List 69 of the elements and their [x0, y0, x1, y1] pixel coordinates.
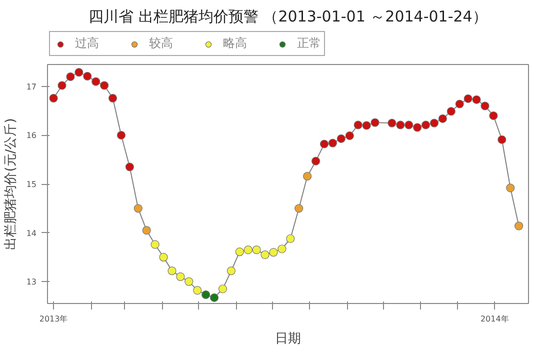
point [430, 118, 439, 128]
point [159, 252, 168, 262]
point [464, 94, 472, 103]
point [74, 68, 84, 77]
x-axis-title: 日期 [275, 332, 301, 346]
point [142, 226, 151, 235]
point [396, 120, 405, 130]
point [66, 72, 75, 81]
point [244, 246, 252, 254]
point [278, 244, 286, 254]
point [218, 284, 228, 294]
point [438, 114, 447, 123]
point [506, 184, 515, 192]
point [226, 266, 236, 276]
point [116, 130, 126, 140]
point [489, 111, 498, 120]
point [269, 248, 278, 257]
point [49, 94, 58, 102]
y-axis-title: 出栏肥猪均价(元/公斤) [3, 118, 18, 250]
point [134, 204, 142, 213]
chart-title: 四川省 出栏肥猪均价预警 （2013-01-01 ～2014-01-24） [88, 8, 488, 26]
point [83, 72, 92, 80]
point [370, 118, 380, 127]
y-tick-label: 14 [26, 228, 37, 238]
point [446, 107, 456, 116]
point [150, 240, 160, 249]
point [498, 135, 506, 144]
point [336, 134, 346, 143]
legend-label: 略高 [223, 35, 247, 52]
point [294, 204, 304, 213]
y-tick-label: 15 [26, 180, 37, 189]
point [311, 156, 320, 166]
point [303, 172, 312, 180]
point [345, 131, 354, 140]
point [354, 120, 362, 130]
point [320, 140, 329, 148]
point [328, 138, 338, 148]
point [58, 81, 66, 90]
point [210, 293, 219, 302]
point [184, 277, 194, 286]
point [125, 162, 134, 172]
legend-label: 过高 [75, 35, 99, 52]
y-tick-label: 13 [26, 278, 37, 287]
point [480, 102, 490, 110]
point [404, 120, 414, 130]
point [92, 77, 100, 86]
point [388, 118, 396, 128]
y-tick-label: 17 [26, 82, 37, 92]
x-tick-label: 2014年 [480, 314, 509, 324]
point [100, 81, 109, 90]
point [472, 95, 481, 104]
point [202, 290, 210, 300]
y-tick-label: 16 [26, 131, 37, 140]
point [421, 120, 430, 130]
point [176, 272, 185, 281]
point [193, 286, 202, 295]
point [252, 246, 261, 254]
point [260, 250, 270, 260]
point [235, 248, 244, 256]
point [286, 234, 295, 243]
point [413, 123, 422, 132]
point [362, 121, 371, 130]
x-tick-label: 2013年 [39, 314, 68, 324]
point [514, 222, 524, 230]
point [455, 100, 464, 108]
point [108, 94, 118, 102]
point [168, 266, 176, 276]
legend-label: 正常 [297, 35, 321, 52]
legend-label: 较高 [149, 35, 173, 52]
